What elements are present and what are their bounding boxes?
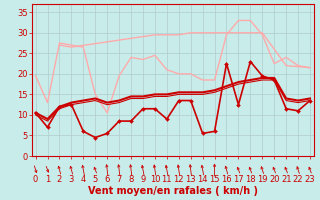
X-axis label: Vent moyen/en rafales ( km/h ): Vent moyen/en rafales ( km/h ) bbox=[88, 186, 258, 196]
